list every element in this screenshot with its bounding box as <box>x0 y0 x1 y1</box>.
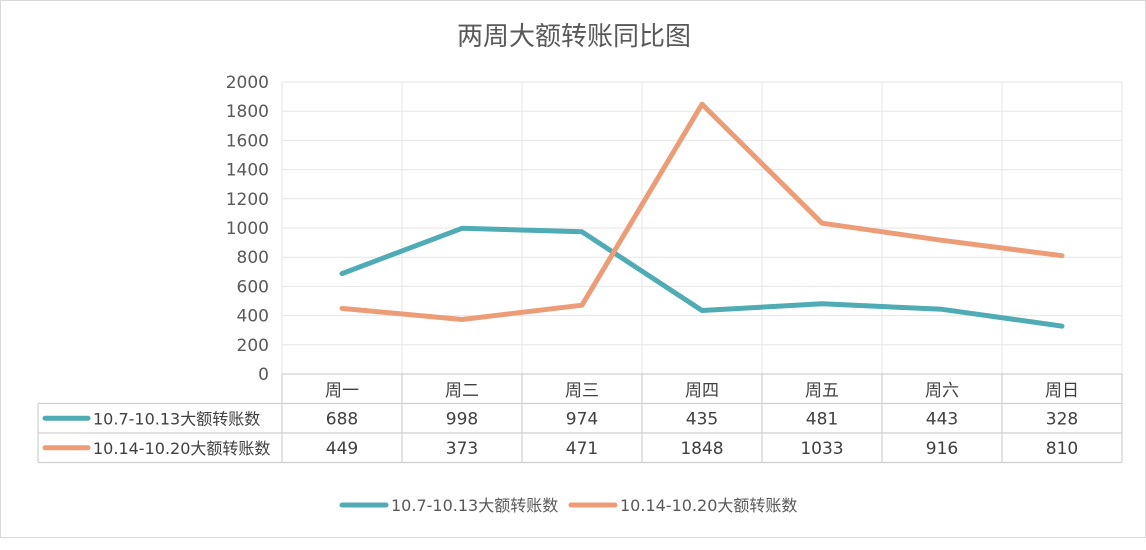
table-value: 974 <box>566 410 598 430</box>
legend-label: 10.14-10.20大额转账数 <box>620 496 797 515</box>
data-table: 周一 周二 周三 周四 周五 周六 周日 10.7-10.13大额转账数 688 998 974 43… <box>37 373 1123 464</box>
table-value: 373 <box>446 439 478 459</box>
legend: 10.7-10.13大额转账数 10.14-10.20大额转账数 <box>339 496 797 515</box>
table-value: 435 <box>686 410 718 430</box>
y-tick-label: 1200 <box>226 190 269 210</box>
series-lines <box>339 101 1065 329</box>
legend-label: 10.7-10.13大额转账数 <box>391 496 558 515</box>
y-axis-ticks: 0 200 400 600 800 1000 1200 1400 1600 1800 2000 <box>226 73 269 385</box>
y-tick-label: 600 <box>237 277 269 297</box>
table-value: 688 <box>326 410 358 430</box>
x-tick-label: 周三 <box>565 381 599 401</box>
table-value: 916 <box>926 439 958 459</box>
table-series-label: 10.7-10.13大额转账数 <box>93 410 260 429</box>
y-tick-label: 800 <box>237 248 269 268</box>
y-tick-label: 1000 <box>226 219 269 239</box>
table-value: 443 <box>926 410 958 430</box>
x-tick-label: 周一 <box>325 381 359 401</box>
y-tick-label: 1800 <box>226 102 269 122</box>
table-value: 1848 <box>680 439 723 459</box>
y-tick-label: 1600 <box>226 131 269 151</box>
y-tick-label: 1400 <box>226 161 269 181</box>
y-tick-label: 2000 <box>226 73 269 93</box>
table-value: 998 <box>446 410 478 430</box>
chart-title: 两周大额转账同比图 <box>457 22 691 52</box>
series-line-2 <box>339 101 1065 322</box>
table-value: 449 <box>326 439 358 459</box>
table-value: 481 <box>806 410 838 430</box>
table-series-label: 10.14-10.20大额转账数 <box>93 439 270 458</box>
x-tick-label: 周四 <box>685 381 719 401</box>
y-tick-label: 0 <box>258 365 269 385</box>
y-tick-label: 400 <box>237 307 269 327</box>
gridlines <box>281 81 1123 375</box>
x-tick-label: 周五 <box>805 381 839 401</box>
table-value: 810 <box>1046 439 1078 459</box>
y-tick-label: 200 <box>237 336 269 356</box>
x-tick-label: 周日 <box>1045 381 1079 401</box>
x-tick-label: 周六 <box>925 381 959 401</box>
x-tick-label: 周二 <box>445 381 479 401</box>
table-value: 328 <box>1046 410 1078 430</box>
table-value: 471 <box>566 439 598 459</box>
chart-frame: 两周大额转账同比图 0 200 400 600 800 1000 1200 1400 1600 1… <box>0 0 1146 538</box>
table-value: 1033 <box>800 439 843 459</box>
series-line-1 <box>339 225 1065 329</box>
